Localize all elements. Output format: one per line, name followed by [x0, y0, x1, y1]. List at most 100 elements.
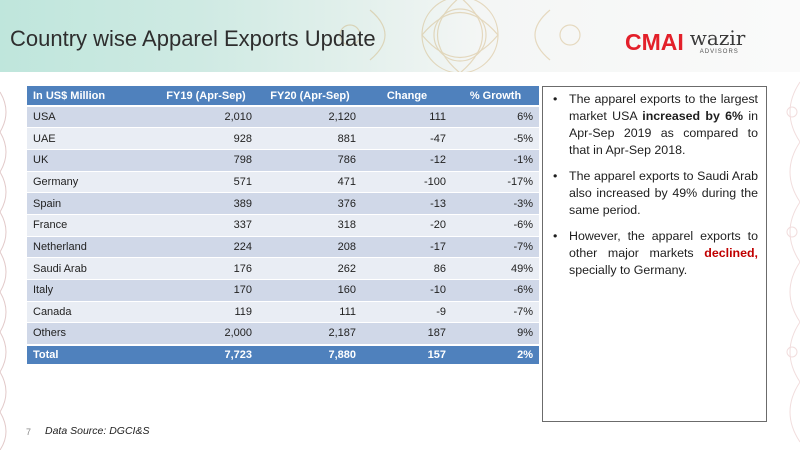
note-highlight-red: declined, [704, 246, 758, 260]
total-cell: 7,880 [258, 343, 362, 366]
table-total-row: Total 7,723 7,880 157 2% [27, 343, 539, 366]
data-source-note: Data Source: DGCI&S [45, 425, 150, 437]
table-cell: 208 [258, 236, 362, 259]
table-cell: 318 [258, 214, 362, 237]
note-text: The apparel exports to the largest marke… [569, 92, 758, 123]
note-item: • The apparel exports to the largest mark… [551, 91, 758, 159]
note-highlight: increased by 6% [642, 109, 744, 123]
table-cell: -5% [452, 127, 539, 150]
table-cell: 786 [258, 149, 362, 172]
note-text: specially to Germany. [569, 263, 688, 277]
table-cell: Saudi Arab [27, 257, 154, 280]
table-cell: Spain [27, 192, 154, 215]
note-item: • The apparel exports to Saudi Arab also … [551, 168, 758, 219]
left-ornament-icon [0, 91, 7, 450]
note-text: in Apr-Sep 2019 as compared to that in A… [569, 109, 758, 157]
header-cell: In US$ Million [27, 86, 154, 107]
table-cell: Germany [27, 171, 154, 194]
header-cell: % Growth [452, 86, 539, 107]
table-cell: 6% [452, 106, 539, 129]
table-cell: UK [27, 149, 154, 172]
table-cell: -12 [362, 149, 452, 172]
page-title: Country wise Apparel Exports Update [10, 26, 376, 51]
wazir-logo: wazir [689, 26, 746, 50]
table-cell: -17 [362, 236, 452, 259]
table-header-row: In US$ Million FY19 (Apr-Sep) FY20 (Apr-… [27, 86, 539, 107]
table-row: Canada 119 111 -9 -7% [27, 301, 539, 324]
bullet-icon: • [553, 229, 558, 243]
table-cell: 376 [258, 192, 362, 215]
table-row: Netherland 224 208 -17 -7% [27, 236, 539, 259]
table-cell: -17% [452, 171, 539, 194]
decorative-ornament-icon [339, 0, 581, 72]
table-row: France 337 318 -20 -6% [27, 214, 539, 237]
notes-box: • The apparel exports to the largest mark… [542, 86, 767, 422]
exports-table: In US$ Million FY19 (Apr-Sep) FY20 (Apr-… [27, 86, 539, 366]
table-row: Italy 170 160 -10 -6% [27, 279, 539, 302]
table-cell: 337 [154, 214, 258, 237]
note-item: • However, the apparel exports to other m… [551, 228, 758, 279]
table-cell: -7% [452, 301, 539, 324]
table-cell: 170 [154, 279, 258, 302]
title-bar: Country wise Apparel Exports Update CMAI… [0, 0, 800, 72]
table-cell: -3% [452, 192, 539, 215]
table-cell: -13 [362, 192, 452, 215]
table-cell: 111 [362, 106, 452, 129]
note-text: However, the apparel exports to other ma… [569, 229, 758, 260]
table-cell: 571 [154, 171, 258, 194]
table-row: USA 2,010 2,120 111 6% [27, 106, 539, 129]
table-cell: USA [27, 106, 154, 129]
table-cell: 471 [258, 171, 362, 194]
table-cell: Canada [27, 301, 154, 324]
table-cell: 2,010 [154, 106, 258, 129]
right-ornament-icon [786, 81, 800, 443]
table-cell: Italy [27, 279, 154, 302]
table-cell: 262 [258, 257, 362, 280]
table-cell: 2,187 [258, 322, 362, 346]
bullet-icon: • [553, 92, 558, 106]
table-row: Others 2,000 2,187 187 9% [27, 322, 539, 346]
table-cell: 187 [362, 322, 452, 346]
table-cell: 2,000 [154, 322, 258, 346]
total-cell: 157 [362, 343, 452, 366]
header-cell: FY19 (Apr-Sep) [154, 86, 258, 107]
table-row: UK 798 786 -12 -1% [27, 149, 539, 172]
table-cell: -20 [362, 214, 452, 237]
table-cell: -6% [452, 279, 539, 302]
table-cell: 881 [258, 127, 362, 150]
table-cell: 86 [362, 257, 452, 280]
total-cell: 2% [452, 343, 539, 366]
table-cell: 798 [154, 149, 258, 172]
table-cell: 224 [154, 236, 258, 259]
table-cell: -9 [362, 301, 452, 324]
logo: CMAI wazir ADVISORS [625, 26, 746, 60]
table-cell: 119 [154, 301, 258, 324]
table-row: Spain 389 376 -13 -3% [27, 192, 539, 215]
header-cell: Change [362, 86, 452, 107]
table-cell: Netherland [27, 236, 154, 259]
table-cell: 928 [154, 127, 258, 150]
table-cell: -47 [362, 127, 452, 150]
table-cell: France [27, 214, 154, 237]
table-cell: 9% [452, 322, 539, 346]
table-cell: -100 [362, 171, 452, 194]
table-cell: -7% [452, 236, 539, 259]
wazir-advisors-tagline: ADVISORS [699, 49, 739, 55]
table-cell: 389 [154, 192, 258, 215]
table-cell: 2,120 [258, 106, 362, 129]
table-cell: -6% [452, 214, 539, 237]
table-cell: 160 [258, 279, 362, 302]
table-cell: -10 [362, 279, 452, 302]
total-cell: 7,723 [154, 343, 258, 366]
table-cell: 49% [452, 257, 539, 280]
total-cell: Total [27, 343, 154, 366]
table-cell: Others [27, 322, 154, 346]
note-text: The apparel exports to Saudi Arab also i… [569, 169, 758, 217]
table-row: Germany 571 471 -100 -17% [27, 171, 539, 194]
table-row: UAE 928 881 -47 -5% [27, 127, 539, 150]
header-cell: FY20 (Apr-Sep) [258, 86, 362, 107]
table-cell: -1% [452, 149, 539, 172]
bullet-icon: • [553, 169, 558, 183]
table-row: Saudi Arab 176 262 86 49% [27, 257, 539, 280]
page-number: 7 [26, 427, 32, 437]
